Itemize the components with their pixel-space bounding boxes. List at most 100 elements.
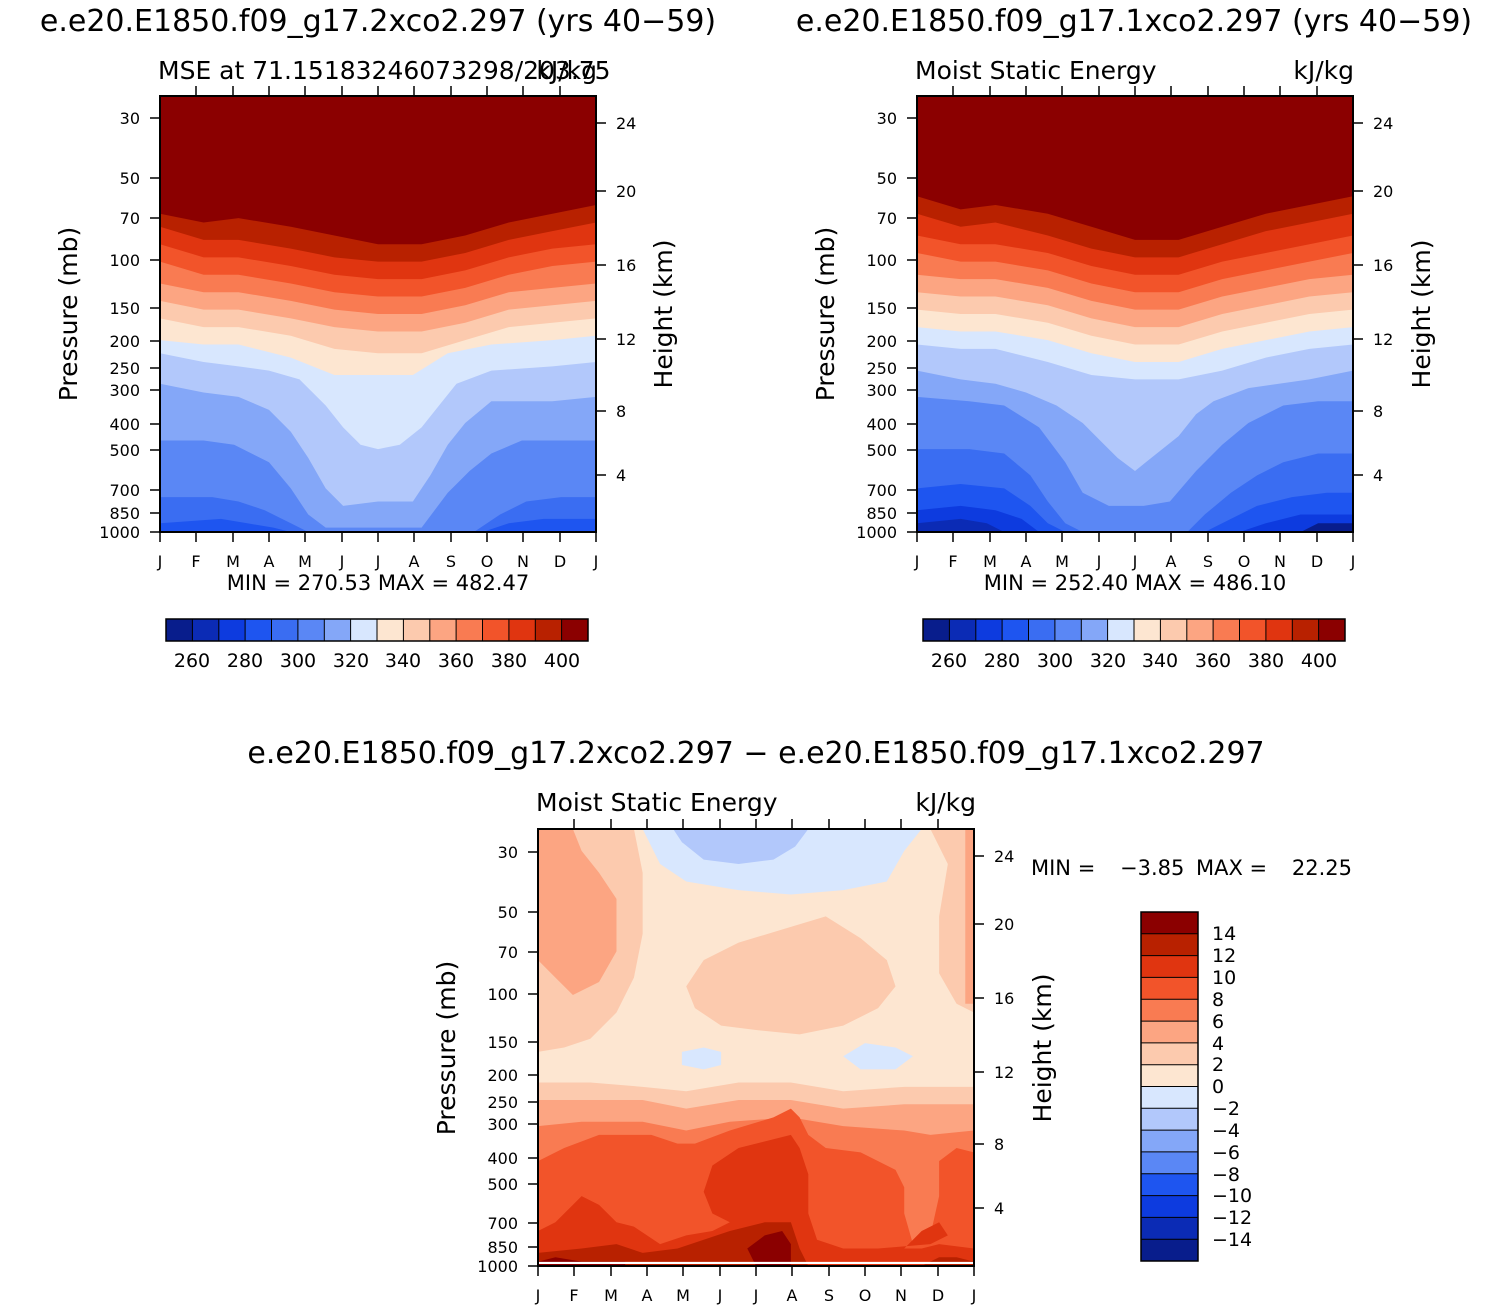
- month-tick-label: A: [1021, 552, 1032, 571]
- contour-plot-area: [917, 96, 1353, 532]
- panel-2xco2: e.e20.E1850.f09_g17.2xco2.297 (yrs 40−59…: [40, 4, 716, 672]
- colorbar-label: −6: [1212, 1142, 1240, 1164]
- contour-band: [160, 518, 291, 532]
- pressure-tick-label: 700: [109, 481, 140, 500]
- pressure-tick-label: 30: [120, 109, 140, 128]
- pressure-tick-label: 70: [877, 209, 897, 228]
- y-axis-left: 30 50 70 100 150 200 250 300 400 500 700…: [811, 109, 917, 542]
- contour-plot-area: [538, 829, 974, 1266]
- height-tick-label: 4: [994, 1199, 1004, 1218]
- height-tick-label: 24: [616, 114, 636, 133]
- month-tick-label: J: [535, 1286, 541, 1305]
- y-axis-right: 24 20 16 12 8 4 Height (km): [1353, 114, 1436, 485]
- y-axis-title-left: Pressure (mb): [54, 227, 83, 401]
- contour-band: [673, 829, 809, 864]
- month-tick-label: N: [517, 552, 529, 571]
- colorbar-label: 0: [1212, 1076, 1224, 1098]
- month-tick-label: S: [1203, 552, 1213, 571]
- month-tick-label: A: [1166, 552, 1177, 571]
- max-value: 22.25: [1292, 856, 1352, 880]
- y-axis-left: 30 50 70 100 150 200 250 300 400 500 700…: [432, 843, 538, 1276]
- colorbar-label: 320: [1090, 650, 1126, 672]
- pressure-tick-label: 400: [487, 1149, 518, 1168]
- colorbar-label: 380: [1248, 650, 1284, 672]
- y-axis-title-right: Height (km): [649, 240, 678, 389]
- colorbar-label: 12: [1212, 945, 1236, 967]
- pressure-tick-label: 850: [487, 1238, 518, 1257]
- month-tick-label: N: [895, 1286, 907, 1305]
- y-axis-title-left: Pressure (mb): [432, 961, 461, 1135]
- x-axis: J F M A M J J A S O N D J: [914, 86, 1355, 571]
- month-tick-label: J: [717, 1286, 723, 1305]
- colorbar-label: −4: [1212, 1120, 1240, 1142]
- panel-units: kJ/kg: [1293, 56, 1354, 85]
- colorbar-label: −10: [1212, 1185, 1252, 1207]
- colorbar-label: 360: [438, 650, 474, 672]
- panel-title: e.e20.E1850.f09_g17.2xco2.297 (yrs 40−59…: [40, 4, 716, 39]
- panel-difference: e.e20.E1850.f09_g17.2xco2.297 − e.e20.E1…: [247, 736, 1352, 1305]
- contour-band: [843, 1043, 913, 1070]
- month-tick-label: O: [481, 552, 494, 571]
- month-tick-label: N: [1274, 552, 1286, 571]
- colorbar: 14 12 10 8 6 4 2 0 −2 −4 −6 −8 −10 −12 −…: [1140, 911, 1252, 1262]
- month-tick-label: F: [569, 1286, 578, 1305]
- colorbar-label: 2: [1212, 1054, 1224, 1076]
- contour-plot-area: [160, 96, 596, 532]
- pressure-tick-label: 700: [487, 1214, 518, 1233]
- y-axis-left: 30 50 70 100 150 200 250 300 400 500 700…: [54, 109, 160, 542]
- max-label: MAX =: [1196, 856, 1267, 880]
- pressure-tick-label: 500: [487, 1175, 518, 1194]
- month-tick-label: J: [753, 1286, 759, 1305]
- colorbar: 260 280 300 320 340 360 380 400: [165, 618, 589, 672]
- height-tick-label: 20: [1373, 182, 1393, 201]
- month-tick-label: M: [226, 552, 240, 571]
- month-tick-label: M: [676, 1286, 690, 1305]
- month-tick-label: J: [339, 552, 345, 571]
- height-tick-label: 24: [994, 847, 1014, 866]
- pressure-tick-label: 70: [498, 943, 518, 962]
- height-tick-label: 16: [994, 989, 1014, 1008]
- height-tick-label: 12: [994, 1063, 1014, 1082]
- pressure-tick-label: 250: [487, 1093, 518, 1112]
- pressure-tick-label: 400: [109, 415, 140, 434]
- month-tick-label: S: [824, 1286, 834, 1305]
- colorbar-label: 400: [1301, 650, 1337, 672]
- pressure-tick-label: 150: [866, 299, 897, 318]
- pressure-tick-label: 200: [109, 332, 140, 351]
- height-tick-label: 4: [1373, 466, 1383, 485]
- height-tick-label: 24: [1373, 114, 1393, 133]
- height-tick-label: 16: [1373, 256, 1393, 275]
- month-tick-label: A: [264, 552, 275, 571]
- colorbar-label: 8: [1212, 989, 1224, 1011]
- pressure-tick-label: 200: [487, 1066, 518, 1085]
- height-tick-label: 16: [616, 256, 636, 275]
- month-tick-label: D: [932, 1286, 944, 1305]
- y-axis-title-right: Height (km): [1407, 240, 1436, 389]
- min-label: MIN =: [1031, 856, 1095, 880]
- min-max-label: MIN = 252.40 MAX = 486.10: [984, 571, 1286, 595]
- pressure-tick-label: 250: [109, 359, 140, 378]
- month-tick-label: D: [1311, 552, 1323, 571]
- contour-band: [747, 1231, 791, 1266]
- pressure-tick-label: 30: [877, 109, 897, 128]
- y-axis-title-right: Height (km): [1028, 974, 1057, 1123]
- month-tick-label: J: [375, 552, 381, 571]
- panel-1xco2: e.e20.E1850.f09_g17.1xco2.297 (yrs 40−59…: [796, 4, 1472, 672]
- month-tick-label: A: [409, 552, 420, 571]
- colorbar-label: 280: [984, 650, 1020, 672]
- contour-band: [917, 518, 1005, 532]
- colorbar-label: 260: [931, 650, 967, 672]
- pressure-tick-label: 100: [487, 985, 518, 1004]
- contour-band: [160, 440, 596, 532]
- height-tick-label: 8: [1373, 402, 1383, 421]
- contour-band: [1300, 523, 1353, 532]
- contour-band: [538, 829, 617, 996]
- min-max-label: MIN = 270.53 MAX = 482.47: [227, 571, 529, 595]
- panel-subtitle: Moist Static Energy: [536, 788, 778, 817]
- height-tick-label: 8: [616, 402, 626, 421]
- panel-units: kJ/kg: [536, 56, 597, 85]
- colorbar-label: 400: [544, 650, 580, 672]
- colorbar-label: 340: [385, 650, 421, 672]
- y-axis-right: 24 20 16 12 8 4 Height (km): [596, 114, 678, 485]
- min-value: −3.85: [1120, 856, 1184, 880]
